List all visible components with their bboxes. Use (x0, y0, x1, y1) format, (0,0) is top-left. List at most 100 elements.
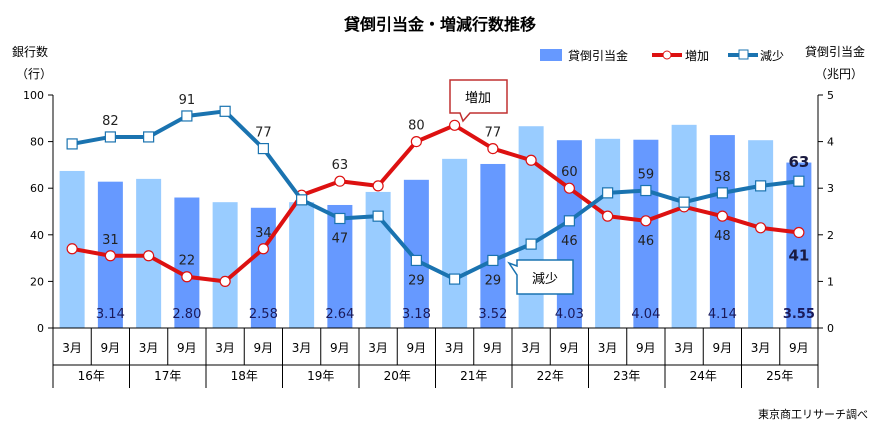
decrease-label: 29 (485, 273, 502, 288)
month-label: 9月 (101, 341, 121, 355)
decrease-point (487, 254, 499, 267)
callout-increase-text: 増加 (465, 91, 491, 106)
decrease-label: 77 (255, 126, 272, 141)
increase-point (487, 142, 499, 155)
decrease-point (334, 212, 346, 225)
decrease-point (181, 110, 193, 122)
right-tick-label: 4 (827, 136, 834, 149)
left-tick-label: 60 (30, 182, 44, 195)
increase-label: 31 (102, 233, 119, 248)
year-label: 22年 (537, 369, 564, 383)
month-label: 9月 (483, 341, 503, 355)
month-label: 3月 (292, 341, 312, 355)
bar (748, 140, 774, 328)
increase-label: 60 (561, 165, 578, 180)
increase-label: 46 (638, 234, 655, 249)
decrease-point (602, 187, 614, 199)
month-label: 3月 (445, 341, 465, 355)
bar-label: 4.04 (631, 307, 660, 322)
month-label: 9月 (330, 341, 350, 355)
decrease-label: 59 (638, 168, 655, 183)
month-label: 9月 (560, 341, 580, 355)
decrease-label: 58 (714, 170, 731, 185)
bar (250, 207, 276, 328)
year-label: 24年 (690, 369, 717, 383)
legend-increase-marker (662, 50, 672, 60)
month-label: 3月 (674, 341, 694, 355)
year-label: 23年 (613, 369, 640, 383)
left-tick-label: 40 (30, 229, 44, 242)
bar-label: 3.18 (402, 307, 431, 322)
bar (556, 140, 582, 328)
increase-point (640, 215, 652, 227)
bar (403, 179, 429, 328)
decrease-point (525, 238, 537, 250)
increase-point (755, 222, 767, 234)
right-tick-label: 0 (827, 322, 834, 335)
increase-label: 48 (714, 229, 731, 244)
month-label: 9月 (177, 341, 197, 355)
increase-point (66, 243, 78, 255)
bar (595, 138, 621, 328)
callout-decrease: 減少 (507, 259, 574, 295)
bar-label: 2.80 (172, 307, 201, 322)
callout-decrease-text: 減少 (532, 271, 558, 287)
left-tick-label: 80 (30, 136, 44, 149)
left-axis-unit: （行） (16, 67, 52, 81)
decrease-point (372, 210, 384, 222)
increase-point (257, 243, 269, 255)
bar (442, 158, 468, 328)
increase-line (71, 123, 800, 284)
decrease-label: 29 (408, 273, 425, 288)
right-tick-label: 1 (827, 275, 834, 288)
month-label: 9月 (636, 341, 656, 355)
chart-title: 貸倒引当金・増減行数推移 (343, 15, 536, 34)
bar (327, 204, 353, 328)
bar (289, 202, 315, 328)
month-label: 3月 (139, 341, 159, 355)
increase-point (143, 250, 155, 262)
increase-point (372, 180, 384, 192)
legend: 貸倒引当金 増加 減少 (540, 48, 784, 63)
bar-label: 2.58 (249, 307, 278, 322)
increase-label: 63 (332, 158, 349, 173)
decrease-point (563, 215, 575, 227)
decrease-label: 47 (332, 231, 349, 246)
decrease-line (71, 109, 800, 282)
bar-label: 3.55 (783, 307, 815, 322)
month-label: 9月 (407, 341, 427, 355)
right-tick-label: 3 (827, 182, 834, 195)
decrease-label: 91 (179, 93, 196, 108)
increase-label: 80 (408, 119, 425, 134)
decrease-label: 46 (561, 234, 578, 249)
month-label: 3月 (521, 341, 541, 355)
legend-decrease-marker (738, 49, 749, 60)
bar-label: 3.52 (478, 307, 507, 322)
bar-label: 4.03 (555, 307, 584, 322)
bar (174, 197, 200, 328)
increase-point (716, 210, 728, 222)
callout-increase: 増加 (449, 79, 508, 123)
legend-label-increase: 増加 (685, 49, 709, 63)
increase-label: 77 (485, 126, 502, 141)
bar (633, 139, 659, 328)
bar (212, 202, 238, 328)
decrease-label: 82 (102, 114, 119, 129)
left-tick-label: 100 (23, 89, 44, 102)
decrease-label: 63 (788, 153, 809, 171)
right-tick-label: 5 (827, 89, 834, 102)
month-label: 3月 (215, 341, 235, 355)
source-note: 東京商工リサーチ調べ (758, 407, 868, 421)
increase-point (334, 175, 346, 187)
month-label: 9月 (789, 341, 809, 355)
decrease-point (296, 194, 308, 206)
year-label: 19年 (307, 369, 334, 383)
year-label: 18年 (231, 369, 258, 383)
bar (480, 163, 506, 328)
decrease-point (143, 131, 155, 143)
bar-label: 3.14 (96, 307, 125, 322)
year-label: 25年 (766, 369, 793, 383)
month-label: 3月 (751, 341, 771, 355)
